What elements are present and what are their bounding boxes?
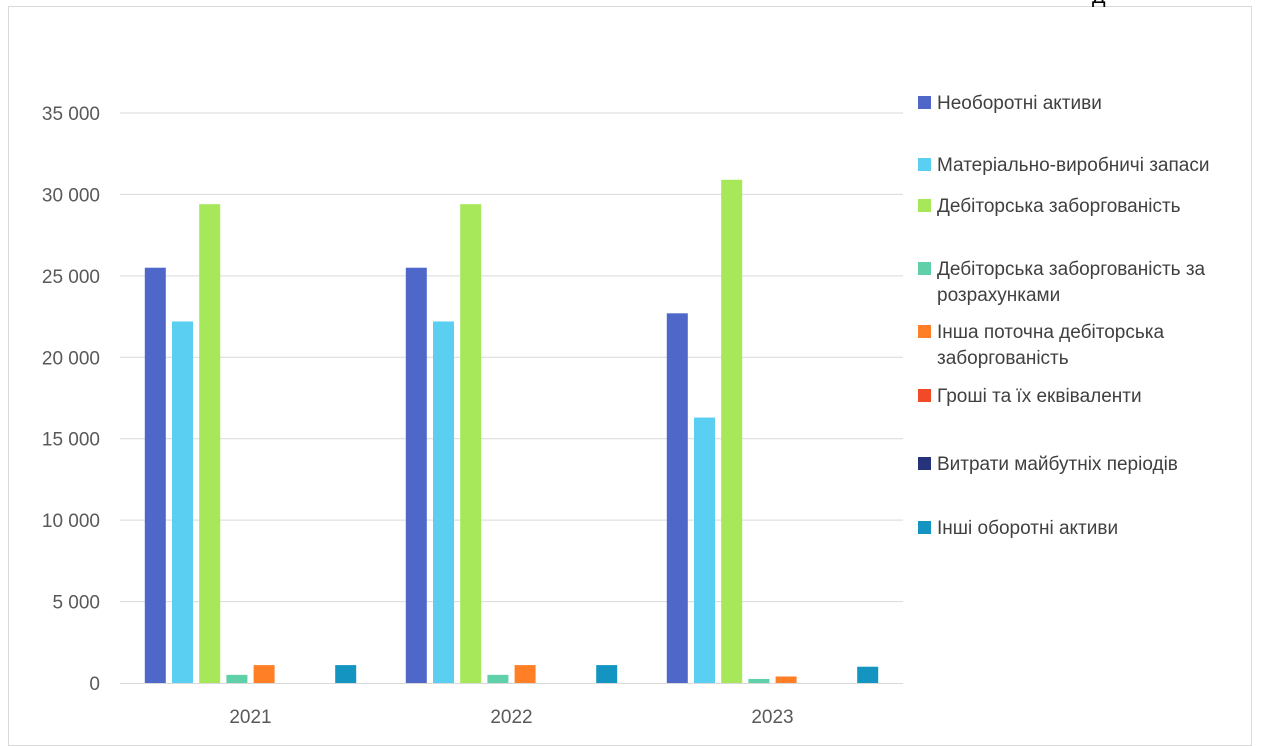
legend-swatch [918,457,931,470]
bar [433,321,454,683]
legend-swatch [918,521,931,534]
legend-label: Необоротні активи [937,93,1102,114]
bar [405,267,427,683]
legend-swatch [918,389,931,402]
x-category-label: 2022 [490,707,532,728]
y-tick-label: 5 000 [52,593,100,614]
bar [775,676,797,683]
legend-label: Дебіторська заборгованість за розрахунка… [937,259,1206,306]
legend-label: Гроші та їх еквіваленти [937,386,1142,407]
corner-text: Д [1092,0,1108,9]
y-tick-label: 15 000 [42,430,100,451]
x-axis: 2021 2022 2023 [120,683,903,728]
y-tick-label: 35 000 [42,104,100,125]
bar-chart: 0 5 000 10 000 15 000 20 000 25 000 30 000 35 0… [42,104,903,728]
bar [721,179,743,683]
y-tick-label: 30 000 [42,185,100,206]
legend-label: Витрати майбутніх періодів [937,454,1178,475]
bar [253,665,275,683]
bar [514,665,536,683]
legend-label: Інші оборотні активи [937,518,1119,539]
legend-swatch [918,96,931,109]
y-tick-label: 10 000 [42,511,100,532]
bar [144,267,166,683]
legend-label: Інша поточна дебіторська заборгованість [937,322,1165,369]
x-category-label: 2023 [751,707,793,728]
y-tick-label: 0 [89,674,100,695]
legend-swatch [918,158,931,171]
bar [460,204,482,683]
bar [857,666,879,683]
bar [666,313,688,683]
bar [172,321,193,683]
bar [748,678,770,683]
legend-swatch [918,262,931,275]
bar [335,665,357,683]
legend-swatch [918,325,931,338]
bar [199,204,221,683]
y-tick-label: 25 000 [42,267,100,288]
y-axis-tick-labels: 0 5 000 10 000 15 000 20 000 25 000 30 000 35 0… [42,104,100,695]
legend: Необоротні активи Матеріально-виробничі з… [918,0,1258,731]
bar [596,665,618,683]
legend-swatch [918,199,931,212]
legend-label: Дебіторська заборгованість [937,196,1181,217]
y-tick-label: 20 000 [42,348,100,369]
x-category-label: 2021 [229,707,271,728]
legend-label: Матеріально-виробничі запаси [937,155,1210,176]
bar [226,674,248,683]
bars [144,179,879,683]
bar [487,674,509,683]
gridlines [120,112,903,603]
bar [694,417,715,683]
